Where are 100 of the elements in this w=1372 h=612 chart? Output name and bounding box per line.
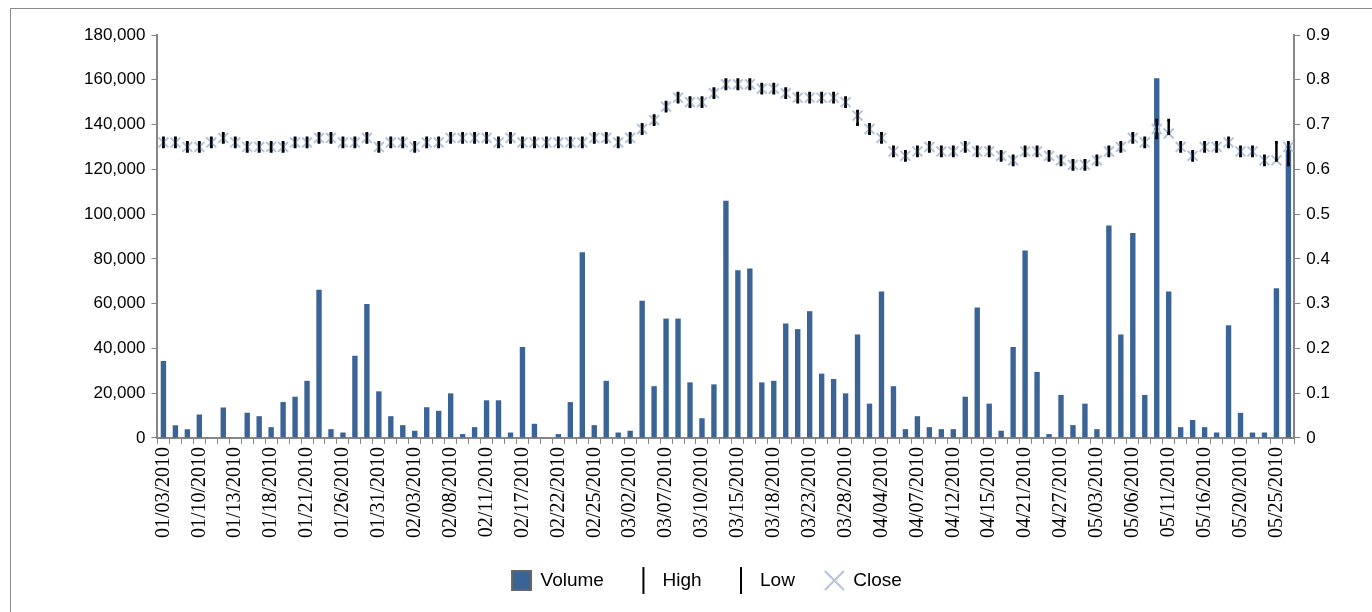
y-tick-label: 120,000 <box>84 158 146 178</box>
bar <box>1225 325 1232 438</box>
x-tick-label: 03/28/2010 <box>832 446 855 539</box>
y-tick-label: 140,000 <box>84 114 146 134</box>
bar <box>938 429 945 438</box>
bar <box>986 403 992 438</box>
bar <box>364 304 370 438</box>
x-tick-label: 04/04/2010 <box>868 446 891 539</box>
x-tick-label: 05/11/2010 <box>1155 446 1178 538</box>
y2-tick-label: 0.3 <box>1306 293 1331 313</box>
bar <box>639 300 645 438</box>
bar <box>220 407 226 438</box>
bar <box>723 200 729 438</box>
y-tick-label: 0 <box>135 427 146 447</box>
bar <box>268 427 274 438</box>
bar <box>974 307 980 438</box>
x-tick-label: 02/22/2010 <box>545 446 568 539</box>
x-tick-label: 05/25/2010 <box>1263 446 1286 539</box>
bar <box>854 334 861 438</box>
bar <box>1010 347 1016 438</box>
x-tick-label: 04/07/2010 <box>904 446 927 539</box>
bar <box>950 429 956 438</box>
x-tick-label: 03/18/2010 <box>761 446 784 539</box>
bar <box>890 386 897 438</box>
x-tick-label: 04/27/2010 <box>1048 446 1071 539</box>
bar <box>842 393 849 438</box>
x-tick-label: 02/03/2010 <box>402 446 424 539</box>
y2-tick-label: 0.9 <box>1306 24 1331 44</box>
y2-tick-label: 0.7 <box>1306 114 1331 134</box>
bar <box>436 410 442 438</box>
x-tick-label: 03/23/2010 <box>796 446 819 539</box>
y2-tick-label: 0.6 <box>1306 158 1331 178</box>
y2-tick-label: 0.4 <box>1306 248 1331 268</box>
bar <box>447 393 454 438</box>
x-tick-label: 03/07/2010 <box>653 446 676 539</box>
bar <box>914 416 921 438</box>
bar <box>998 430 1004 438</box>
x-tick-label: 04/21/2010 <box>1012 446 1035 539</box>
bar <box>1154 78 1160 438</box>
bar <box>866 403 873 438</box>
bar <box>1046 434 1052 438</box>
bar <box>1130 233 1136 438</box>
bar <box>483 400 490 438</box>
bar <box>663 318 669 438</box>
bar <box>388 416 394 438</box>
bar <box>328 429 334 438</box>
y2-tick-label: 0.8 <box>1306 69 1331 89</box>
bar <box>771 380 777 438</box>
bar <box>340 432 346 438</box>
bar <box>687 382 693 438</box>
x-tick-label: 04/12/2010 <box>940 446 963 539</box>
bar <box>424 407 430 438</box>
bar <box>184 429 191 438</box>
bar <box>962 396 968 438</box>
bar <box>376 391 382 438</box>
bar <box>1070 425 1076 438</box>
bar <box>400 425 406 438</box>
bar <box>579 252 585 438</box>
bar <box>818 373 825 438</box>
y-tick-label: 180,000 <box>84 24 146 44</box>
y2-tick-label: 0.2 <box>1306 338 1331 358</box>
bar <box>1022 250 1028 438</box>
bar <box>926 427 933 438</box>
x-tick-label: 01/31/2010 <box>366 446 389 539</box>
x-tick-label: 05/06/2010 <box>1120 446 1143 539</box>
legend-label: Low <box>760 568 796 590</box>
bar <box>1118 334 1124 438</box>
x-tick-label: 01/10/2010 <box>186 446 209 539</box>
bar <box>1142 394 1148 438</box>
x-tick-label: 03/10/2010 <box>689 446 712 539</box>
x-tick-label: 02/08/2010 <box>437 446 460 539</box>
x-tick-label: 01/26/2010 <box>330 446 353 539</box>
bar <box>783 323 789 438</box>
bar <box>830 379 837 438</box>
x-tick-label: 02/17/2010 <box>509 446 532 539</box>
x-tick-label: 03/02/2010 <box>617 446 640 539</box>
bar <box>627 430 633 438</box>
bar <box>795 329 801 438</box>
legend-label: High <box>662 568 702 590</box>
x-tick-label: 01/18/2010 <box>258 446 281 539</box>
y2-tick-label: 0 <box>1306 427 1316 447</box>
bar <box>735 270 741 438</box>
y-tick-label: 100,000 <box>84 203 146 223</box>
x-tick-label: 02/11/2010 <box>473 446 496 538</box>
legend-label: Volume <box>540 568 604 590</box>
y-tick-label: 20,000 <box>93 382 146 402</box>
y2-tick-label: 0.1 <box>1306 382 1331 402</box>
bar <box>1058 394 1064 438</box>
bar <box>280 402 286 438</box>
bar <box>1094 429 1100 438</box>
bar <box>902 429 909 438</box>
y-tick-label: 160,000 <box>84 69 146 89</box>
bar <box>806 311 813 438</box>
bar <box>1189 419 1196 438</box>
bar <box>292 396 298 438</box>
bar <box>172 425 179 438</box>
bar <box>747 268 753 438</box>
bar <box>1201 427 1208 438</box>
bar <box>495 400 502 438</box>
bar <box>878 291 885 438</box>
